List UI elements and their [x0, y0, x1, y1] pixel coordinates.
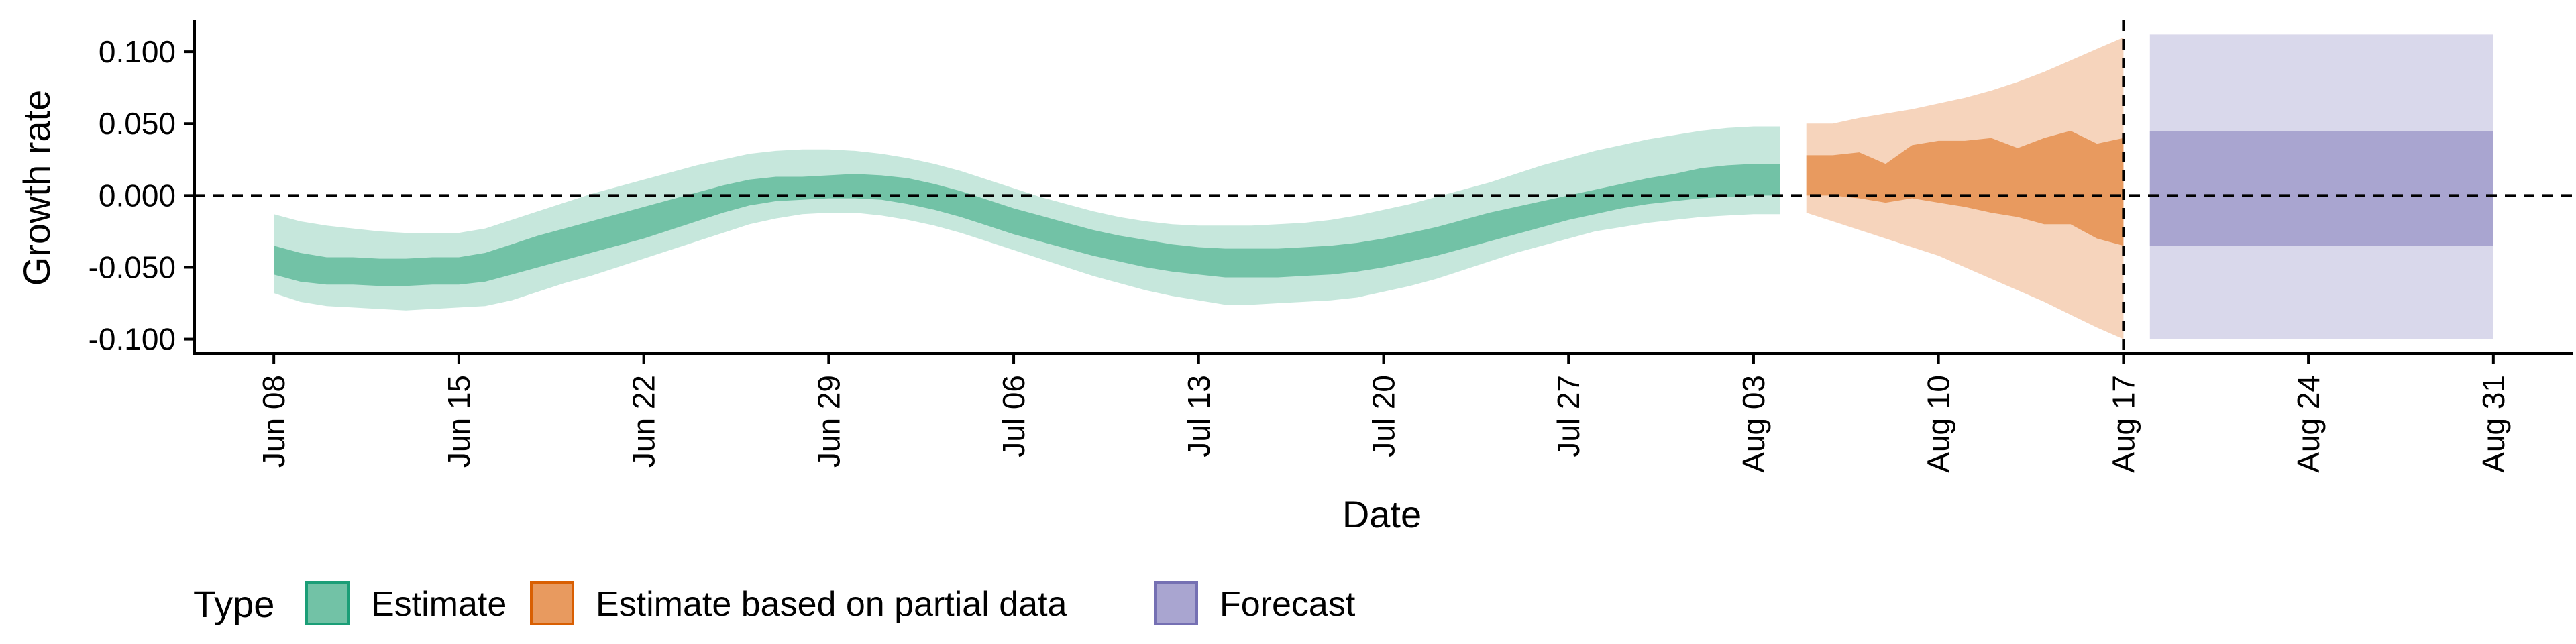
- x-tick-label: Aug 10: [1921, 375, 1956, 473]
- x-axis-ticks: Jun 08 Jun 15 Jun 22 Jun 29 Jul 06 Jul 13 Jul …: [256, 354, 2511, 473]
- y-tick-label: -0.050: [89, 250, 176, 284]
- x-tick-label: Aug 31: [2476, 375, 2511, 473]
- legend: Type Estimate Estimate based on partial d…: [193, 581, 1356, 625]
- legend-swatch-estimate-based-on-partial-data: [530, 581, 574, 625]
- y-axis-title: Growth rate: [15, 90, 58, 286]
- x-tick-label: Aug 03: [1736, 375, 1771, 473]
- legend-label-estimate: Estimate: [371, 585, 506, 624]
- x-axis-title: Date: [1342, 493, 1421, 535]
- x-tick-label: Jul 13: [1181, 375, 1216, 458]
- legend-label-estimate-based-on-partial-data: Estimate based on partial data: [596, 585, 1067, 624]
- y-tick-label: 0.100: [99, 34, 176, 69]
- legend-swatch-forecast: [1154, 581, 1198, 625]
- y-tick-label: 0.050: [99, 106, 176, 141]
- x-tick-label: Jul 27: [1551, 375, 1586, 458]
- x-tick-label: Jun 15: [441, 375, 476, 468]
- x-tick-label: Aug 17: [2106, 375, 2141, 473]
- legend-swatch-estimate: [305, 581, 350, 625]
- x-tick-label: Jul 20: [1366, 375, 1401, 458]
- x-tick-label: Aug 24: [2291, 375, 2326, 473]
- x-tick-label: Jun 29: [811, 375, 846, 468]
- legend-title: Type: [193, 583, 274, 625]
- y-tick-label: 0.000: [99, 178, 176, 213]
- x-tick-label: Jul 06: [996, 375, 1031, 458]
- x-tick-label: Jun 22: [627, 375, 661, 468]
- y-tick-label: -0.100: [89, 322, 176, 357]
- legend-items: Estimate Estimate based on partial data Fo…: [305, 581, 1356, 625]
- y-axis-ticks: 0.100 0.050 0.000 -0.050 -0.100: [89, 34, 195, 357]
- x-tick-label: Jun 08: [256, 375, 291, 468]
- bands-layer: [274, 34, 2493, 339]
- band-inner-forecast: [2149, 131, 2493, 246]
- band-inner-estimate-based-on-partial-data: [1806, 131, 2124, 246]
- reference-lines: [195, 20, 2573, 354]
- legend-label-forecast: Forecast: [1220, 585, 1356, 624]
- band-inner-estimate: [274, 164, 1780, 286]
